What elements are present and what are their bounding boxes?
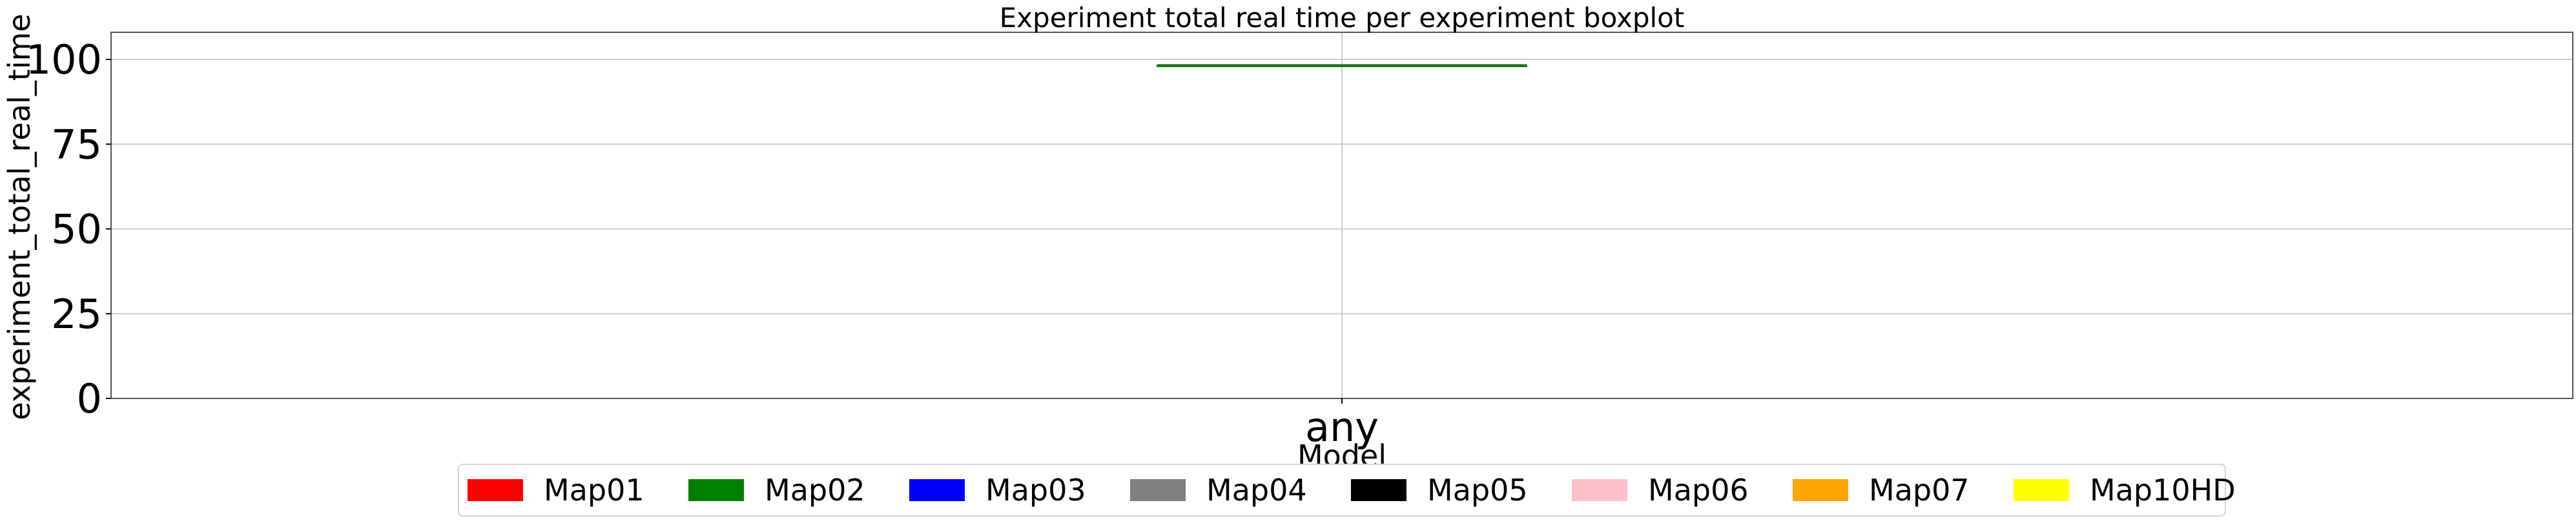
y-tick-label: 0 [77, 375, 102, 422]
y-tick-label: 100 [26, 36, 102, 83]
y-tick-label: 75 [51, 121, 102, 168]
box-map02 [1157, 64, 1527, 67]
x-tick-label: any [1305, 404, 1379, 451]
legend [458, 464, 2226, 517]
y-tick-label: 50 [51, 206, 102, 253]
y-axis-label: experiment_total_real_time [2, 14, 37, 420]
y-tick-label: 25 [51, 291, 102, 338]
chart-title: Experiment total real time per experimen… [1000, 2, 1685, 34]
